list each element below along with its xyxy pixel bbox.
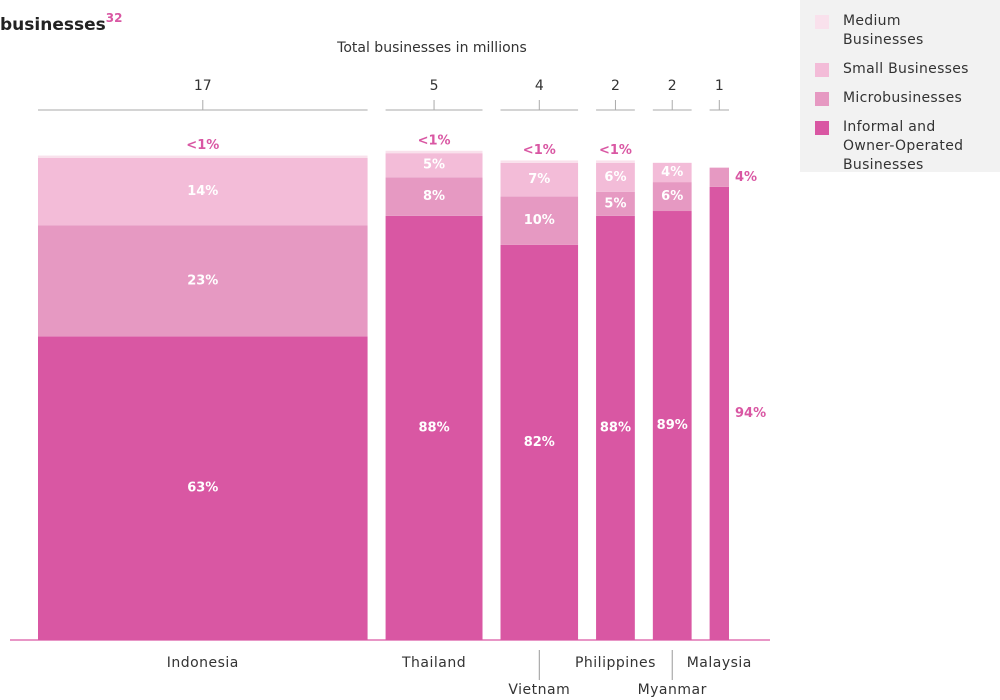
legend-label: Small Businesses	[843, 61, 969, 77]
legend-swatch	[815, 15, 829, 29]
value-label: <1%	[599, 143, 632, 158]
legend-swatch	[815, 63, 829, 77]
legend-entry: Microbusinesses	[815, 89, 1000, 108]
total-label: 17	[194, 78, 212, 94]
value-label: 4%	[661, 165, 683, 180]
x-tick-label: Vietnam	[508, 682, 570, 698]
value-label: 14%	[187, 184, 218, 199]
x-tick-label: Thailand	[401, 655, 466, 671]
legend-entry: Small Businesses	[815, 60, 1000, 79]
bar-segment	[38, 336, 368, 640]
bar-segment	[38, 155, 368, 158]
value-label: 5%	[604, 196, 626, 211]
x-tick-label: Myanmar	[638, 682, 707, 698]
value-label: 89%	[657, 418, 688, 433]
legend-swatch	[815, 121, 829, 135]
bar-segment	[652, 211, 692, 640]
total-label: 4	[535, 78, 544, 94]
value-label: 82%	[524, 435, 555, 450]
bar-segment	[385, 177, 483, 216]
bar-segment	[500, 196, 579, 245]
bar-segment	[596, 162, 635, 192]
value-label: 63%	[187, 481, 218, 496]
total-label: 5	[430, 78, 439, 94]
legend-swatch	[815, 92, 829, 106]
bar-segment	[38, 225, 368, 337]
value-label: 7%	[528, 172, 550, 187]
value-label: 8%	[423, 189, 445, 204]
bar-segment	[652, 182, 692, 212]
bar-segment	[596, 191, 635, 216]
title-text: businesses	[0, 15, 106, 35]
bar-segment	[596, 215, 635, 640]
total-label: 2	[611, 78, 620, 94]
legend-label: Medium Businesses	[843, 13, 924, 48]
value-label: 94%	[735, 406, 766, 421]
value-label: 10%	[524, 213, 555, 228]
bar-segment	[652, 162, 692, 183]
value-label: 23%	[187, 273, 218, 288]
value-label: 6%	[661, 189, 683, 204]
bar-segment	[38, 158, 368, 226]
value-label: <1%	[418, 133, 451, 148]
value-label: 88%	[600, 420, 631, 435]
x-tick-label: Indonesia	[167, 655, 239, 671]
bar-segment	[500, 160, 579, 163]
legend-entry: Informal and Owner-Operated Businesses	[815, 118, 1000, 175]
total-label: 1	[715, 78, 724, 94]
bar-segment	[709, 186, 729, 641]
x-tick-label: Malaysia	[687, 655, 752, 671]
legend-entry: Medium Businesses	[815, 12, 1000, 50]
bar-segment	[385, 153, 483, 178]
chart-title: businesses32	[0, 11, 122, 36]
bar-segment	[709, 167, 729, 187]
subtitle: Total businesses in millions	[336, 40, 527, 56]
legend-label: Informal and Owner-Operated Businesses	[843, 119, 964, 173]
value-label: 5%	[423, 158, 445, 173]
legend: Medium Businesses Small Businesses Microbu…	[800, 0, 1000, 175]
value-label: 6%	[604, 170, 626, 185]
bar-segment	[500, 162, 579, 197]
value-label: <1%	[186, 138, 219, 153]
bar-segment	[596, 160, 635, 163]
value-label: 4%	[735, 170, 757, 185]
bar-segment	[385, 215, 483, 640]
legend-label: Microbusinesses	[843, 90, 963, 106]
total-label: 2	[668, 78, 677, 94]
x-tick-label: Philippines	[575, 655, 656, 671]
bar-segment	[500, 244, 579, 640]
title-superscript: 32	[106, 11, 123, 25]
value-label: 88%	[418, 420, 449, 435]
bar-segment	[385, 150, 483, 154]
value-label: <1%	[523, 143, 556, 158]
